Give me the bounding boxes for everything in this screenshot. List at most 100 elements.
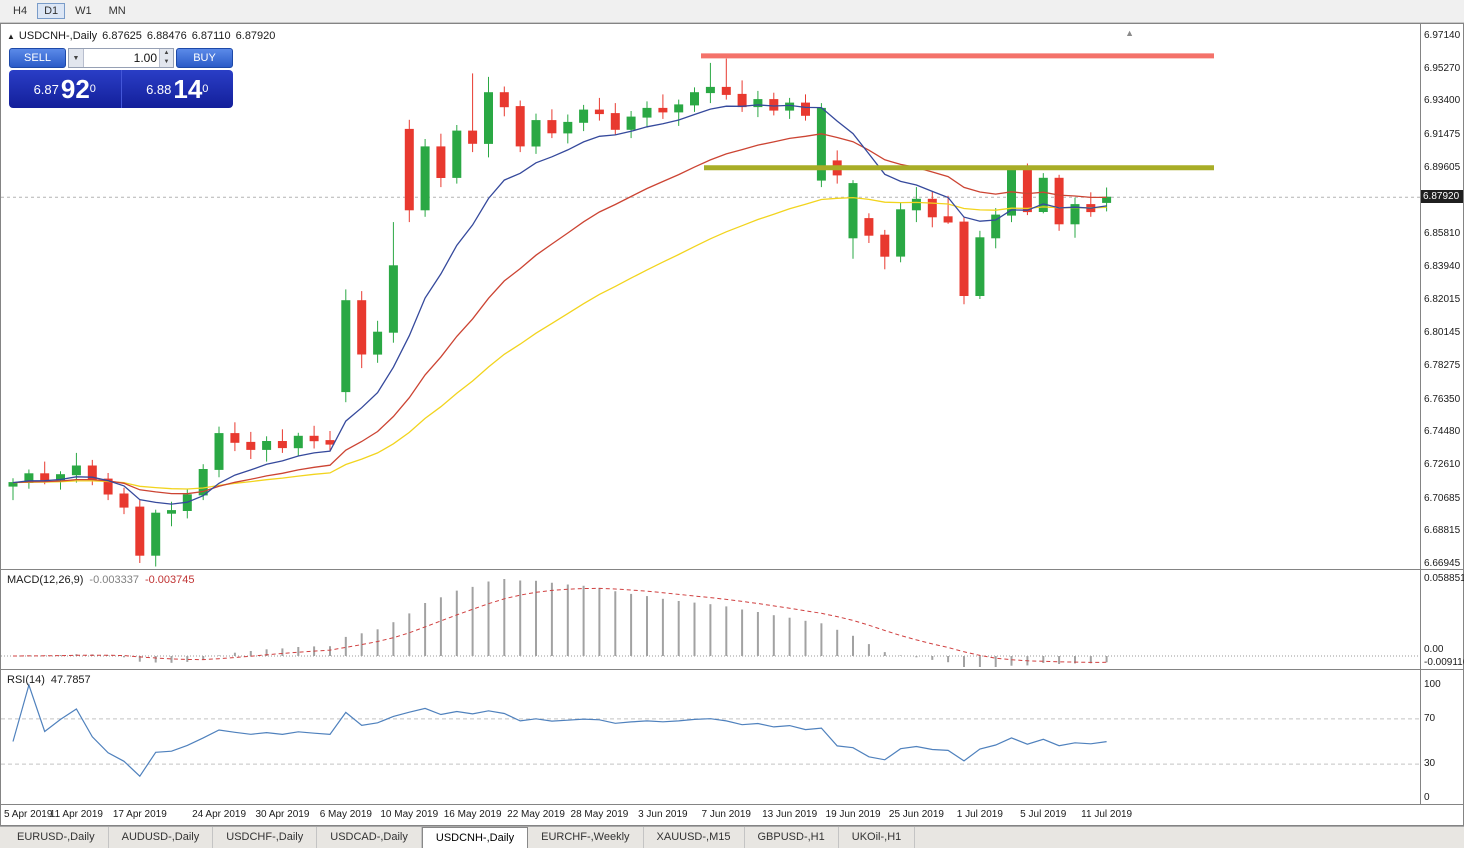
- price-scale-label: 6.72610: [1424, 458, 1461, 470]
- time-axis: 5 Apr 2019 11 Apr 2019 17 Apr 2019 24 Apr 2…: [1, 804, 1463, 825]
- rsi-row: RSI(14) 47.7857 100 70 30 0: [1, 669, 1463, 804]
- macd-label-line: MACD(12,26,9) -0.003337 -0.003745: [7, 574, 201, 586]
- symbol-ohlc-line: ▲ USDCNH-,Daily 6.87625 6.88476 6.87110 6.879…: [7, 30, 280, 42]
- chart-window: ▲ USDCNH-,Daily 6.87625 6.88476 6.87110 6.879…: [0, 23, 1464, 826]
- chart-tabs-bar: EURUSD-,Daily AUDUSD-,Daily USDCHF-,Daily U…: [0, 826, 1464, 848]
- symbol-title: USDCNH-,Daily: [18, 30, 98, 42]
- macd-chart-canvas[interactable]: [1, 570, 1420, 669]
- price-scale-label: 6.68815: [1424, 525, 1461, 537]
- chart-tab-ukoil-h1[interactable]: UKOil-,H1: [839, 827, 916, 848]
- time-axis-label: 11 Jul 2019: [1081, 809, 1133, 820]
- time-axis-label: 6 May 2019: [319, 809, 372, 820]
- time-axis-label: 1 Jul 2019: [956, 809, 1003, 820]
- price-scale-label: 6.80145: [1424, 327, 1461, 339]
- rsi-value: 47.7857: [50, 674, 91, 686]
- time-axis-label: 28 May 2019: [570, 809, 629, 820]
- time-axis-label: 7 Jun 2019: [701, 809, 752, 820]
- one-click-collapse-icon[interactable]: ▲: [7, 32, 15, 41]
- time-axis-label: 13 Jun 2019: [762, 809, 818, 820]
- chart-tab-xauusd-m15[interactable]: XAUUSD-,M15: [644, 827, 745, 848]
- time-axis-label: 25 Jun 2019: [888, 809, 944, 820]
- buy-price-pips: 14: [173, 74, 203, 104]
- time-axis-label: 30 Apr 2019: [255, 809, 310, 820]
- macd-scale-label: 0.00: [1424, 644, 1444, 655]
- time-axis-label: 3 Jun 2019: [638, 809, 688, 820]
- macd-axis: 0.058851 0.00 -0.009116: [1420, 570, 1464, 669]
- rsi-scale-label: 0: [1424, 792, 1430, 803]
- macd-main-value: -0.003337: [89, 574, 139, 586]
- sell-price-point: 0: [89, 83, 96, 95]
- volume-spin-down-icon[interactable]: ▼: [163, 59, 170, 65]
- time-axis-label: 24 Apr 2019: [192, 809, 247, 820]
- time-axis-label: 17 Apr 2019: [112, 809, 167, 820]
- time-axis-label: 5 Jul 2019: [1020, 809, 1067, 820]
- buy-price-display[interactable]: 6.88 14 0: [120, 70, 234, 108]
- volume-spinner: ▲ ▼: [159, 49, 173, 67]
- price-scale-label: 6.78275: [1424, 359, 1461, 371]
- chart-scroll-icon[interactable]: ▲: [1125, 28, 1134, 38]
- price-scale-label: 6.74480: [1424, 426, 1461, 438]
- time-axis-label: 5 Apr 2019: [4, 809, 53, 820]
- rsi-scale-label: 100: [1424, 679, 1441, 690]
- main-chart-row: ▲ USDCNH-,Daily 6.87625 6.88476 6.87110 6.879…: [1, 24, 1463, 569]
- macd-label: MACD(12,26,9): [7, 574, 84, 586]
- sell-price-prefix: 6.87: [33, 81, 59, 97]
- price-scale-label: 6.97140: [1424, 30, 1461, 41]
- buy-price-point: 0: [202, 83, 209, 95]
- bid-ask-display: 6.87 92 0 6.88 14 0: [9, 70, 233, 108]
- rsi-panel[interactable]: RSI(14) 47.7857: [1, 670, 1420, 804]
- price-axis: 6.97140 6.95270 6.93400 6.91475 6.89605 6.858…: [1420, 24, 1463, 569]
- timeframe-button-mn[interactable]: MN: [102, 3, 133, 19]
- volume-spin-up-icon[interactable]: ▲: [163, 50, 170, 56]
- candlestick-chart[interactable]: ▲ USDCNH-,Daily 6.87625 6.88476 6.87110 6.879…: [1, 24, 1420, 569]
- chart-tab-audusd-daily[interactable]: AUDUSD-,Daily: [109, 827, 214, 848]
- price-scale-label: 6.82015: [1424, 294, 1461, 306]
- rsi-scale-label: 30: [1424, 758, 1436, 770]
- price-scale-label: 6.70685: [1424, 492, 1461, 504]
- volume-dropdown-icon[interactable]: ▼: [69, 49, 84, 67]
- chart-tab-usdcnh-daily[interactable]: USDCNH-,Daily: [421, 827, 529, 848]
- sell-price-pips: 92: [60, 74, 90, 104]
- rsi-label-line: RSI(14) 47.7857: [7, 674, 97, 686]
- macd-row: MACD(12,26,9) -0.003337 -0.003745 0.058851…: [1, 569, 1464, 669]
- timeframe-button-h4[interactable]: H4: [6, 3, 34, 19]
- price-scale-label: 6.76350: [1424, 393, 1461, 405]
- rsi-label: RSI(14): [7, 674, 45, 686]
- sell-button[interactable]: SELL: [9, 48, 66, 68]
- macd-scale-label: 0.058851: [1424, 573, 1464, 584]
- timeframe-button-d1[interactable]: D1: [37, 3, 66, 19]
- volume-field-group: ▼ ▲ ▼: [68, 48, 174, 68]
- price-scale-label: 6.66945: [1424, 557, 1461, 569]
- chart-tab-eurchf-weekly[interactable]: EURCHF-,Weekly: [528, 827, 644, 848]
- price-scale-label: 6.91475: [1424, 129, 1461, 141]
- ohlc-low: 6.87110: [191, 30, 231, 42]
- sell-price-display[interactable]: 6.87 92 0: [9, 70, 121, 108]
- price-scale-label: 6.85810: [1424, 228, 1461, 240]
- time-axis-label: 19 Jun 2019: [825, 809, 881, 820]
- price-scale-label: 6.93400: [1424, 95, 1461, 107]
- volume-input[interactable]: [84, 49, 159, 67]
- one-click-trading-panel: SELL ▼ ▲ ▼ BUY 6.87920: [9, 48, 233, 108]
- macd-panel[interactable]: MACD(12,26,9) -0.003337 -0.003745: [1, 570, 1420, 669]
- rsi-axis: 100 70 30 0: [1420, 670, 1463, 804]
- time-axis-label: 22 May 2019: [507, 809, 565, 820]
- buy-price-prefix: 6.88: [146, 81, 172, 97]
- macd-scale-label: -0.009116: [1424, 657, 1464, 668]
- chart-tab-eurusd-daily[interactable]: EURUSD-,Daily: [4, 827, 109, 848]
- rsi-chart-canvas[interactable]: [1, 670, 1420, 804]
- ohlc-close: 6.87920: [235, 30, 276, 42]
- current-price-badge: 6.87920: [1421, 190, 1463, 204]
- chart-tab-gbpusd-h1[interactable]: GBPUSD-,H1: [745, 827, 839, 848]
- price-chart-canvas[interactable]: [1, 24, 1420, 569]
- ohlc-open: 6.87625: [102, 30, 142, 42]
- macd-signal-value: -0.003745: [144, 574, 195, 586]
- timeframe-button-w1[interactable]: W1: [68, 3, 99, 19]
- ohlc-high: 6.88476: [146, 30, 187, 42]
- rsi-scale-label: 70: [1424, 712, 1436, 724]
- chart-tab-usdchf-daily[interactable]: USDCHF-,Daily: [213, 827, 318, 848]
- chart-tab-usdcad-daily[interactable]: USDCAD-,Daily: [317, 827, 422, 848]
- buy-button[interactable]: BUY: [176, 48, 233, 68]
- time-axis-label: 10 May 2019: [380, 809, 439, 820]
- price-scale-label: 6.95270: [1424, 62, 1461, 74]
- price-scale-label: 6.89605: [1424, 161, 1461, 173]
